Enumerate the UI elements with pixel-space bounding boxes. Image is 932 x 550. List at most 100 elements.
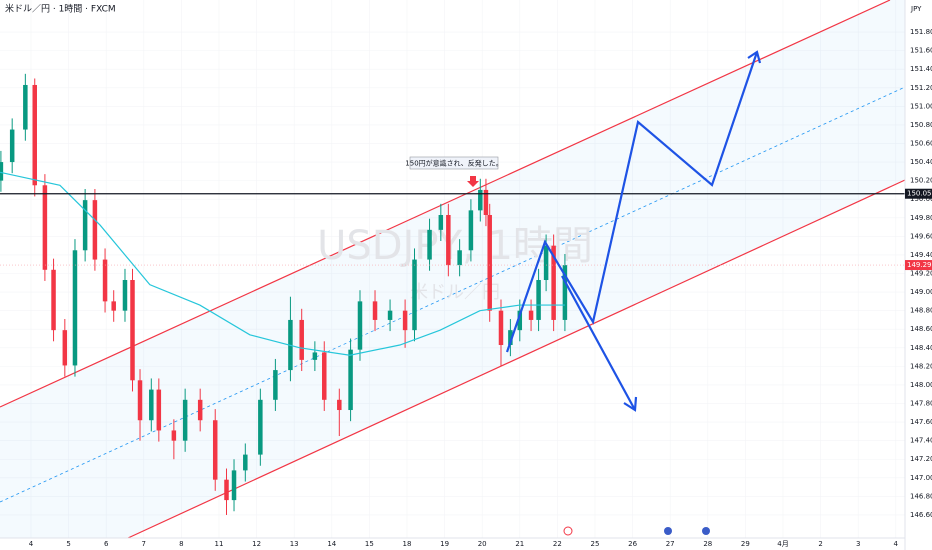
candle-body: [478, 189, 483, 211]
candle-body: [82, 200, 88, 251]
candle-body: [243, 454, 248, 471]
candle-body: [9, 129, 15, 163]
x-tick-label: 2: [818, 540, 822, 548]
y-tick-label: 148.200: [910, 362, 932, 370]
y-tick-label: 147.000: [910, 474, 932, 482]
candle-body: [299, 319, 304, 360]
x-tick-label: 6: [104, 540, 109, 548]
x-tick-label: 20: [478, 540, 487, 548]
candle-body: [528, 310, 534, 320]
candle-body: [387, 310, 393, 320]
last-price-label: 149.291: [907, 261, 932, 269]
header: 米ドル／円 · 1時間 · FXCM: [5, 3, 116, 15]
x-tick-label: 4: [29, 540, 34, 548]
x-tick-label: 14: [327, 540, 336, 548]
arrowhead: [623, 396, 638, 412]
candle-body: [102, 259, 108, 302]
candle-body: [137, 380, 143, 421]
marker-arrow: [467, 176, 479, 187]
arrowhead: [747, 50, 762, 64]
y-tick-label: 149.200: [910, 270, 932, 278]
candle-body: [468, 210, 474, 251]
channel-lower: [127, 179, 906, 539]
overlay: 146.600 146.800 147.000 147.200 147.400 147.6…: [29, 28, 932, 548]
scenario-down: [561, 275, 636, 411]
candle-body: [536, 280, 541, 320]
y-tick-label: 150.600: [910, 139, 932, 147]
candle-body: [130, 280, 135, 381]
annotation-box: [409, 156, 499, 170]
series: [0, 73, 905, 515]
candle-body: [322, 352, 327, 400]
candle-body: [412, 259, 417, 331]
candle-body: [337, 399, 342, 411]
event-icon: [563, 526, 573, 536]
candle-body: [258, 399, 263, 455]
level-label: 150.059: [907, 190, 932, 198]
y-tick-label: 148.400: [910, 344, 932, 352]
candle-body: [438, 214, 444, 230]
y-tick-label: 151.800: [910, 28, 932, 36]
candle-body: [348, 349, 353, 411]
y-tick-label: 147.400: [910, 437, 932, 445]
candle-body: [182, 399, 188, 441]
x-tick-label: 21: [515, 540, 524, 548]
candle-body: [446, 214, 451, 266]
moving-average: [0, 171, 565, 356]
candle-body: [171, 430, 177, 441]
candle-body: [457, 250, 462, 266]
x-tick-label: 19: [440, 540, 449, 548]
x-tick-label: 27: [666, 540, 675, 548]
x-tick-label: 3: [856, 540, 860, 548]
candle-body: [23, 84, 28, 130]
y-tick-label: 151.400: [910, 65, 932, 73]
y-tick-label: 148.600: [910, 325, 932, 333]
x-tick-label: 25: [591, 540, 600, 548]
watermark-sub: 米ドル／円: [410, 282, 500, 303]
candle-body: [122, 280, 128, 311]
candle-body: [51, 269, 56, 331]
candle-body: [498, 310, 504, 346]
candle-body: [487, 214, 492, 311]
candle-body: [42, 185, 48, 270]
candle-body: [508, 330, 513, 346]
y-tick-label: 151.000: [910, 102, 932, 110]
candle-body: [224, 479, 229, 501]
grid: [0, 0, 905, 538]
event-icon: [664, 527, 672, 535]
channel-mid: [0, 86, 906, 503]
candle-body: [231, 470, 237, 501]
y-tick-label: 147.800: [910, 400, 932, 408]
candle-body: [62, 330, 68, 366]
candle-body: [551, 245, 556, 320]
candle-body: [273, 370, 278, 400]
candle-body: [0, 162, 4, 181]
y-tick-label: 150.200: [910, 177, 932, 185]
candle-body: [32, 84, 37, 186]
y-tick-label: 149.800: [910, 214, 932, 222]
y-tick-label: 146.800: [910, 492, 932, 500]
candle-body: [92, 200, 98, 260]
x-tick-label: 28: [703, 540, 712, 548]
candle-body: [197, 399, 203, 421]
event-icon: [702, 527, 710, 535]
x-tick-label: 5: [66, 540, 70, 548]
level-label-box: [905, 188, 932, 199]
y-tick-label: 149.000: [910, 288, 932, 296]
y-tick-label: 150.800: [910, 121, 932, 129]
y-tick-label: 147.600: [910, 418, 932, 426]
y-tick-label: 149.400: [910, 251, 932, 259]
candle-body: [357, 301, 363, 350]
x-tick-label: 22: [553, 540, 562, 548]
candle-body: [483, 189, 489, 215]
x-tick-label: 29: [741, 540, 750, 548]
y-tick-label: 146.600: [910, 511, 932, 519]
candle-body: [111, 301, 116, 311]
x-tick-label: 13: [290, 540, 299, 548]
x-tick-label: 18: [403, 540, 412, 548]
candle-body: [517, 310, 523, 331]
x-tick-label: 12: [252, 540, 261, 548]
